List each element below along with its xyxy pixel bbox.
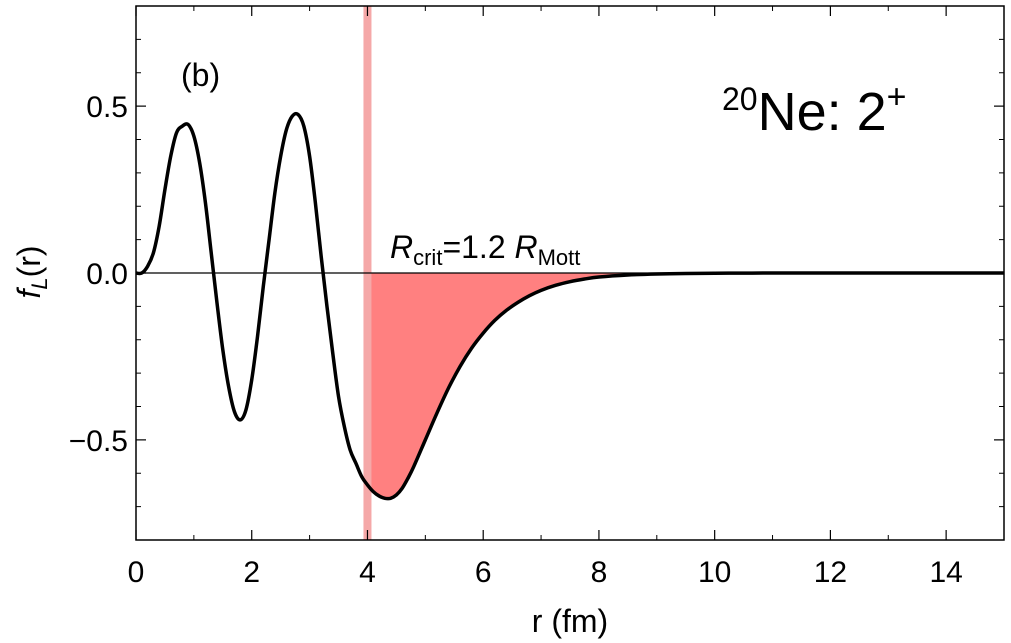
critical-radius-annotation: Rcrit=1.2 RMott: [390, 229, 580, 270]
y-tick-label: 0.5: [86, 91, 128, 124]
x-tick-label: 6: [475, 556, 492, 589]
y-axis-title: fL(r): [11, 245, 52, 298]
x-tick-label: 0: [128, 556, 145, 589]
series-curve: [135, 111, 1004, 501]
chart-title: 20Ne: 2+: [722, 78, 907, 142]
title-parity: +: [887, 78, 907, 116]
x-tick-label: 10: [698, 556, 731, 589]
ticks-layer: 0 2 4 6 8 10 12 14 −0.5 0.0 0.5: [69, 6, 1005, 589]
y-axis-arg: (r): [11, 245, 47, 277]
x-tick-label: 4: [359, 556, 376, 589]
title-mass-number: 20: [722, 81, 758, 117]
x-tick-label: 8: [591, 556, 608, 589]
annotation-sub-mott: Mott: [538, 245, 581, 270]
curve-layer: [135, 111, 1004, 501]
critical-region-fill: [367, 273, 1005, 499]
x-tick-label: 2: [243, 556, 260, 589]
annotation-r-symbol: R: [390, 229, 413, 265]
panel-label: (b): [181, 57, 220, 93]
x-tick-label: 14: [929, 556, 962, 589]
x-axis-title: r (fm): [532, 603, 608, 639]
y-tick-label: 0.0: [86, 258, 128, 291]
annotation-value: =1.2: [442, 229, 514, 265]
y-axis-sub: L: [27, 277, 52, 289]
y-tick-label: −0.5: [69, 425, 128, 458]
critical-region-fill-layer: [367, 273, 1005, 499]
title-nucleus: Ne: 2: [758, 82, 887, 142]
annotation-sub-crit: crit: [413, 245, 442, 270]
annotation-r-symbol-2: R: [515, 229, 538, 265]
x-tick-label: 12: [814, 556, 847, 589]
